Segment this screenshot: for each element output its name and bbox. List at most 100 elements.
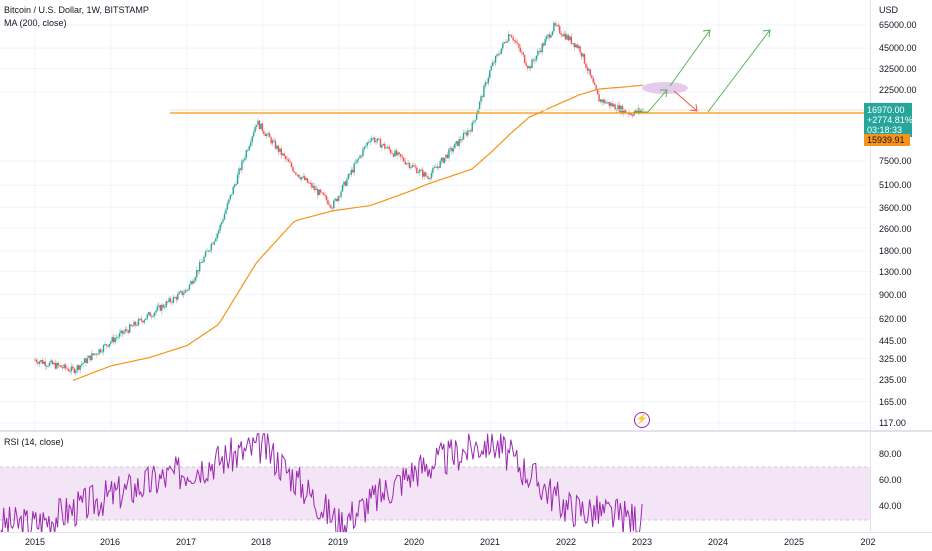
candle-body [204,251,207,257]
candle-body [347,174,350,180]
price-chart[interactable] [0,0,870,430]
candle-body [462,132,465,140]
projection-arrow-up-3 [707,29,771,113]
candle-body [164,307,166,309]
candle-body [327,200,329,205]
candle-body [59,365,61,367]
candle-body [408,163,411,169]
candle-body [289,161,291,163]
candle-body [494,56,497,63]
candle-body [174,296,176,298]
candle-body [105,344,108,346]
price-grid [0,0,870,430]
candle-body [248,146,250,151]
candle-body [306,178,309,183]
candle-body [429,178,431,180]
candle-body [147,312,150,315]
candle-body [123,331,125,334]
candle-body [238,168,240,175]
candle-body [419,169,421,173]
price-tick: 7500.00 [879,156,912,166]
candle-body [614,104,616,110]
candle-body [260,123,262,130]
price-tick: 235.00 [879,375,907,385]
candle-body [37,362,39,364]
candle-body [438,166,440,168]
candle-body [336,198,338,202]
candle-body [193,280,195,284]
rsi-band [0,467,870,520]
candle-body [602,99,605,103]
candle-body [382,143,385,145]
candle-body [401,156,403,158]
candle-body [612,104,615,107]
candle-body [203,256,205,262]
candle-body [585,63,587,68]
candle-body [223,213,226,220]
candle-body [454,143,456,149]
candle-body [628,113,631,115]
candle-body [642,108,644,111]
candle-body [156,306,159,311]
candle-body [196,270,198,278]
candle-body [414,166,417,168]
candle-body [601,99,603,103]
candle-body [102,345,105,352]
candle-body [270,137,272,144]
lightning-bolt-icon[interactable]: ⚡ [634,412,650,428]
candle-body [162,304,164,308]
candle-body [241,160,243,170]
projection-arrow-up-1 [634,89,668,113]
time-axis[interactable] [0,532,932,551]
candle-body [56,362,58,369]
candle-body [340,191,342,197]
candle-body [34,359,36,361]
candle-body [184,290,186,294]
candle-body [346,179,348,186]
candle-body [124,329,127,332]
candle-body [341,184,344,192]
candle-body [61,367,64,369]
candle-body [478,101,481,110]
candle-body [391,152,393,154]
candle-body [510,35,513,38]
candle-body [89,355,92,361]
candle-body [182,293,185,295]
candle-body [360,155,363,157]
candle-body [175,296,178,300]
price-tick: 65000.00 [879,20,917,30]
candle-body [596,89,599,95]
candle-body [480,96,482,102]
candle-body [515,40,517,43]
candle-body [85,358,87,363]
candle-body [302,176,304,178]
candle-body [166,301,169,303]
projection-arrow-up-3-head [762,29,771,38]
candle-body [96,354,99,355]
price-axis[interactable] [870,0,932,532]
candle-body [293,171,296,173]
time-tick: 2015 [24,537,46,547]
price-tick: 620.00 [879,314,907,324]
candle-body [538,50,541,52]
rsi-chart[interactable] [0,432,870,532]
candle-body [521,51,523,53]
candle-body [436,166,438,168]
candle-body [309,182,312,184]
pane-separator[interactable] [0,430,932,432]
candle-body [359,155,361,159]
candle-body [589,69,592,76]
candle-body [387,146,389,148]
candle-body [130,324,132,326]
candle-body [529,66,532,68]
projection-arrow-up-2 [669,29,711,87]
candle-body [547,34,549,37]
candle-body [500,48,503,54]
candle-body [375,140,377,143]
candle-body [312,186,315,188]
candle-body [424,172,427,177]
candle-body [373,137,376,143]
candle-body [477,109,479,115]
candle-body [376,138,379,141]
candle-body [349,174,351,175]
